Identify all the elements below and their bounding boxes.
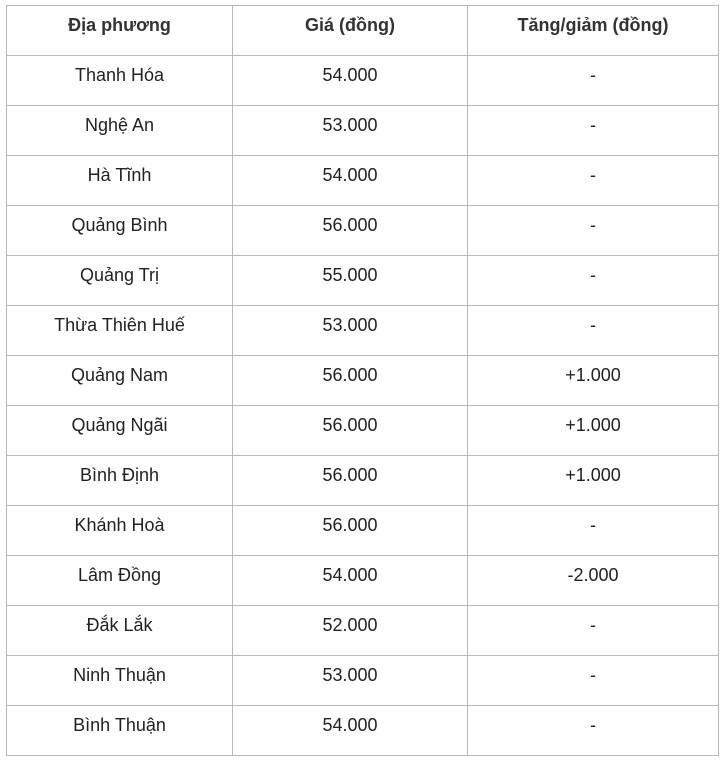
price-table: Địa phương Giá (đồng) Tăng/giảm (đồng) T… xyxy=(6,5,719,756)
cell-change: - xyxy=(467,705,719,756)
table-row: Hà Tĩnh 54.000- xyxy=(6,155,719,206)
cell-change: - xyxy=(467,255,719,306)
table-row: Khánh Hoà 56.000- xyxy=(6,505,719,556)
cell-change: - xyxy=(467,155,719,206)
header-locality: Địa phương xyxy=(6,5,233,56)
cell-locality: Ninh Thuận xyxy=(6,655,233,706)
header-price: Giá (đồng) xyxy=(232,5,468,56)
cell-change: - xyxy=(467,505,719,556)
table-row: Quảng Bình 56.000- xyxy=(6,205,719,256)
table-row: Nghệ An 53.000- xyxy=(6,105,719,156)
cell-change: - xyxy=(467,605,719,656)
cell-locality: Quảng Bình xyxy=(6,205,233,256)
cell-price: 56.000 xyxy=(232,355,468,406)
table-row: Quảng Ngãi 56.000 +1.000 xyxy=(6,405,719,456)
cell-change: - xyxy=(467,55,719,106)
cell-locality: Thanh Hóa xyxy=(6,55,233,106)
cell-price: 56.000 xyxy=(232,505,468,556)
cell-locality: Bình Định xyxy=(6,455,233,506)
table-row: Lâm Đồng 54.000 -2.000 xyxy=(6,555,719,606)
table-row: Đắk Lắk 52.000- xyxy=(6,605,719,656)
table-row: Thừa Thiên Huế 53.000- xyxy=(6,305,719,356)
cell-change: +1.000 xyxy=(467,355,719,406)
header-row: Địa phương Giá (đồng) Tăng/giảm (đồng) xyxy=(6,5,719,56)
cell-locality: Quảng Nam xyxy=(6,355,233,406)
cell-change: - xyxy=(467,305,719,356)
cell-price: 55.000 xyxy=(232,255,468,306)
cell-price: 53.000 xyxy=(232,305,468,356)
cell-price: 53.000 xyxy=(232,655,468,706)
cell-price: 52.000 xyxy=(232,605,468,656)
table-row: Bình Định 56.000 +1.000 xyxy=(6,455,719,506)
cell-locality: Lâm Đồng xyxy=(6,555,233,606)
cell-change: - xyxy=(467,655,719,706)
cell-change: - xyxy=(467,205,719,256)
cell-price: 54.000 xyxy=(232,555,468,606)
table-row: Bình Thuận 54.000- xyxy=(6,705,719,756)
cell-price: 54.000 xyxy=(232,55,468,106)
cell-price: 53.000 xyxy=(232,105,468,156)
cell-locality: Bình Thuận xyxy=(6,705,233,756)
cell-price: 56.000 xyxy=(232,405,468,456)
cell-locality: Thừa Thiên Huế xyxy=(6,305,233,356)
cell-locality: Hà Tĩnh xyxy=(6,155,233,206)
cell-price: 56.000 xyxy=(232,205,468,256)
cell-change: +1.000 xyxy=(467,455,719,506)
cell-locality: Khánh Hoà xyxy=(6,505,233,556)
cell-locality: Đắk Lắk xyxy=(6,605,233,656)
cell-price: 54.000 xyxy=(232,155,468,206)
table-row: Thanh Hóa 54.000- xyxy=(6,55,719,106)
table-row: Quảng Trị 55.000- xyxy=(6,255,719,306)
cell-change: -2.000 xyxy=(467,555,719,606)
cell-locality: Nghệ An xyxy=(6,105,233,156)
cell-locality: Quảng Ngãi xyxy=(6,405,233,456)
table-row: Quảng Nam 56.000 +1.000 xyxy=(6,355,719,406)
cell-price: 54.000 xyxy=(232,705,468,756)
table-row: Ninh Thuận 53.000- xyxy=(6,655,719,706)
cell-change: +1.000 xyxy=(467,405,719,456)
cell-price: 56.000 xyxy=(232,455,468,506)
cell-locality: Quảng Trị xyxy=(6,255,233,306)
cell-change: - xyxy=(467,105,719,156)
header-change: Tăng/giảm (đồng) xyxy=(467,5,719,56)
